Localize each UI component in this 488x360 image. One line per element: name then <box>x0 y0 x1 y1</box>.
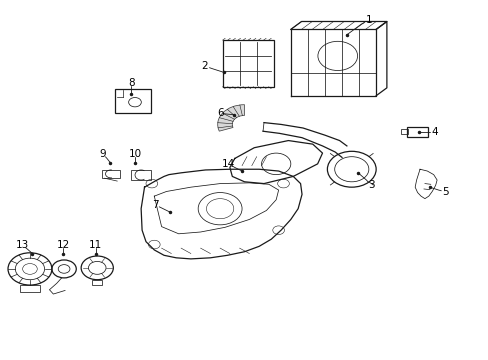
Text: 6: 6 <box>216 108 223 118</box>
Text: 2: 2 <box>201 61 207 71</box>
Text: 9: 9 <box>100 149 106 159</box>
Text: 3: 3 <box>367 180 374 190</box>
Text: 7: 7 <box>152 200 159 210</box>
Text: 1: 1 <box>365 15 371 26</box>
Text: 11: 11 <box>89 240 102 250</box>
Text: 14: 14 <box>222 159 235 169</box>
Text: 10: 10 <box>128 149 142 159</box>
Text: 4: 4 <box>430 127 437 136</box>
Text: 8: 8 <box>128 78 134 88</box>
Wedge shape <box>217 105 244 131</box>
Bar <box>102 170 120 178</box>
Bar <box>20 285 40 292</box>
Bar <box>92 280 102 285</box>
Bar <box>131 170 151 180</box>
Text: 12: 12 <box>57 240 70 250</box>
Text: 5: 5 <box>441 187 448 197</box>
Bar <box>222 40 273 87</box>
Text: 13: 13 <box>16 240 29 250</box>
Bar <box>400 129 407 134</box>
